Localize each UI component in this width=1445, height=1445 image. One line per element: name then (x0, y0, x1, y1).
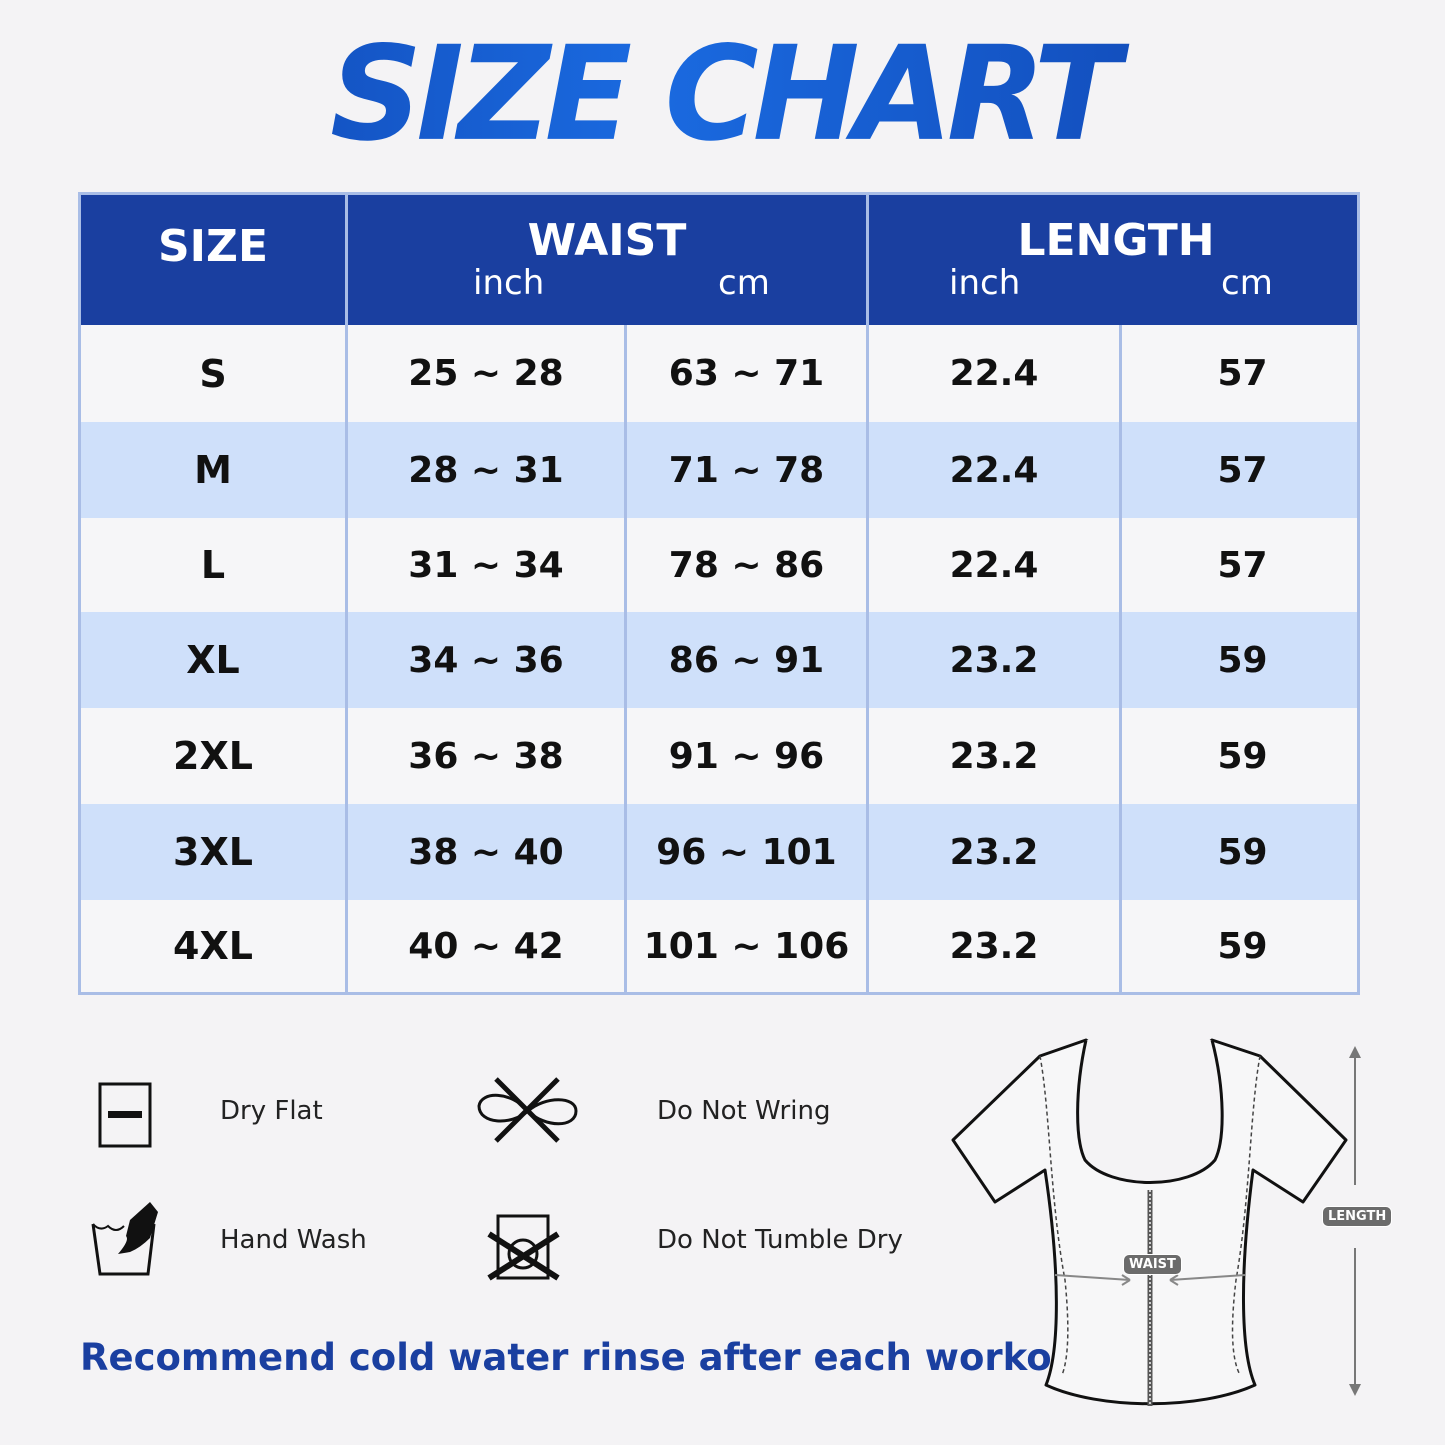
header-waist-inch: inch (473, 263, 545, 303)
do-not-wring-icon (477, 1077, 578, 1143)
care-label: Dry Flat (220, 1096, 323, 1126)
table-row: S 25 ~ 28 63 ~ 71 22.4 57 (81, 325, 1357, 422)
length-cm-cell: 59 (1217, 639, 1268, 681)
length-cm-cell: 59 (1217, 925, 1268, 967)
hand-wash-icon (91, 1202, 158, 1276)
waist-label: WAIST (1123, 1254, 1182, 1275)
waist-cm-cell: 91 ~ 96 (627, 708, 869, 804)
header-waist-label: WAIST (527, 215, 687, 266)
length-inch-cell: 22.4 (869, 325, 1122, 422)
size-cell: 2XL (81, 708, 348, 804)
length-inch-cell: 23.2 (869, 708, 1122, 804)
care-label: Hand Wash (220, 1225, 367, 1255)
care-label: Do Not Wring (657, 1096, 831, 1126)
length-cm-cell: 57 (1217, 353, 1268, 394)
table-header: SIZE WAIST inch cm LENGTH inch cm (81, 195, 1357, 325)
waist-inch-cell: 34 ~ 36 (348, 612, 627, 708)
table-row: 4XL 40 ~ 42 101 ~ 106 23.2 59 (81, 900, 1357, 992)
length-inch-cell: 23.2 (869, 900, 1122, 992)
waist-inch-cell: 25 ~ 28 (348, 325, 627, 422)
size-cell: 4XL (81, 900, 348, 992)
waist-inch-cell: 31 ~ 34 (348, 518, 627, 612)
header-length: LENGTH inch cm (869, 195, 1363, 325)
page-title: SIZE CHART (0, 19, 1445, 171)
header-waist: WAIST inch cm (348, 195, 869, 325)
length-inch-cell: 22.4 (869, 422, 1122, 518)
waist-cm-cell: 78 ~ 86 (627, 518, 869, 612)
waist-inch-cell: 38 ~ 40 (348, 804, 627, 900)
size-table: SIZE WAIST inch cm LENGTH inch cm S 25 ~ … (78, 192, 1360, 995)
size-cell: XL (81, 612, 348, 708)
waist-inch-cell: 28 ~ 31 (348, 422, 627, 518)
size-cell: 3XL (81, 804, 348, 900)
waist-cm-cell: 71 ~ 78 (627, 422, 869, 518)
length-cm-cell: 59 (1217, 735, 1268, 777)
table-row: M 28 ~ 31 71 ~ 78 22.4 57 (81, 422, 1357, 518)
length-inch-cell: 23.2 (869, 612, 1122, 708)
header-length-label: LENGTH (1017, 215, 1215, 266)
waist-cm-cell: 96 ~ 101 (627, 804, 869, 900)
length-inch-cell: 22.4 (869, 518, 1122, 612)
size-cell: L (81, 518, 348, 612)
table-row: XL 34 ~ 36 86 ~ 91 23.2 59 (81, 612, 1357, 708)
size-cell: M (81, 422, 348, 518)
length-cm-cell: 57 (1217, 544, 1268, 586)
header-length-cm: cm (1221, 263, 1273, 303)
header-size-label: SIZE (157, 221, 269, 272)
waist-cm-cell: 101 ~ 106 (627, 900, 869, 992)
waist-cm-cell: 63 ~ 71 (627, 325, 869, 422)
header-length-inch: inch (949, 263, 1021, 303)
care-note: Recommend cold water rinse after each wo… (80, 1336, 1110, 1379)
header-size: SIZE (81, 195, 348, 325)
table-row: 2XL 36 ~ 38 91 ~ 96 23.2 59 (81, 708, 1357, 804)
length-inch-cell: 23.2 (869, 804, 1122, 900)
dry-flat-icon (98, 1082, 152, 1148)
waist-inch-cell: 40 ~ 42 (348, 900, 627, 992)
size-cell: S (81, 325, 348, 422)
length-cm-cell: 57 (1217, 449, 1268, 491)
care-label: Do Not Tumble Dry (657, 1225, 903, 1255)
do-not-tumble-dry-icon (487, 1214, 560, 1281)
table-row: L 31 ~ 34 78 ~ 86 22.4 57 (81, 518, 1357, 612)
waist-cm-cell: 86 ~ 91 (627, 612, 869, 708)
waist-inch-cell: 36 ~ 38 (348, 708, 627, 804)
header-waist-cm: cm (718, 263, 770, 303)
garment-diagram (951, 1038, 1361, 1406)
length-label: LENGTH (1322, 1206, 1393, 1227)
length-cm-cell: 59 (1217, 831, 1268, 873)
table-row: 3XL 38 ~ 40 96 ~ 101 23.2 59 (81, 804, 1357, 900)
